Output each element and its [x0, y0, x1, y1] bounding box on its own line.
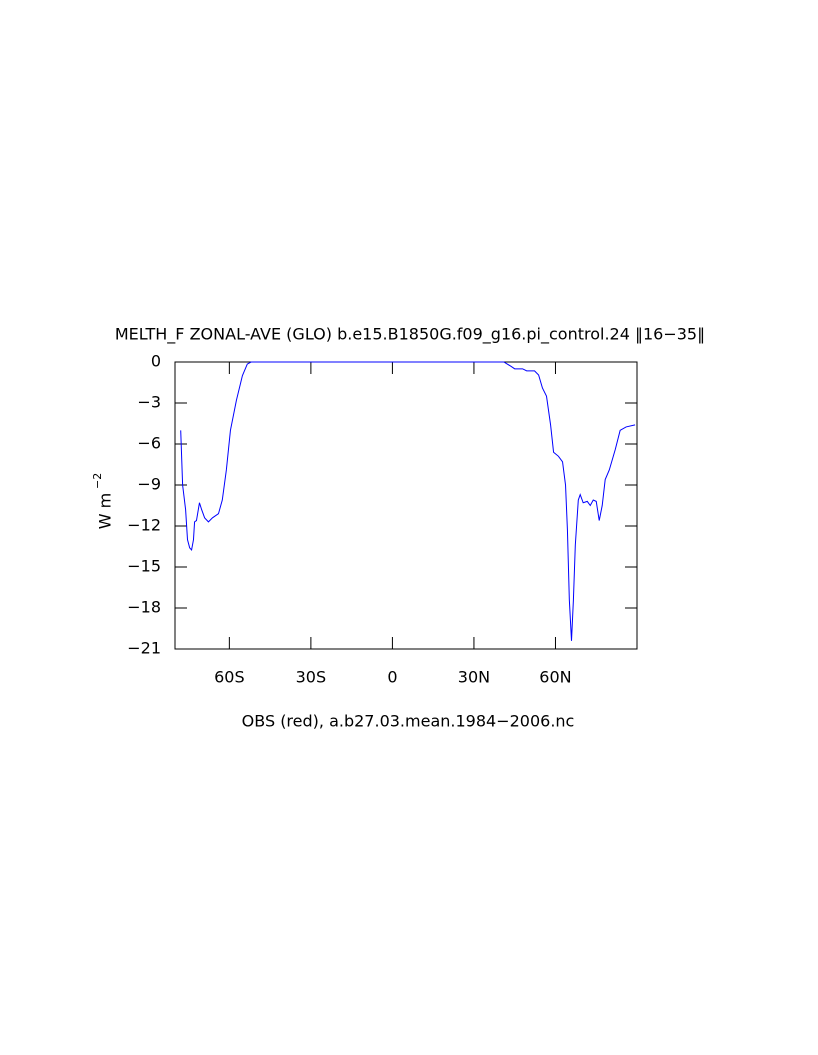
- y-axis-label-group: W m −2: [91, 473, 115, 529]
- x-tick-label: 0: [387, 668, 397, 687]
- y-tick-label: −15: [127, 557, 161, 576]
- x-axis-label: OBS (red), a.b27.03.mean.1984−2006.nc: [242, 712, 575, 731]
- y-axis-label-exponent: −2: [91, 473, 104, 489]
- y-tick-label: −21: [127, 639, 161, 658]
- y-tick-label: −9: [137, 475, 161, 494]
- chart-title: MELTH_F ZONAL-AVE (GLO) b.e15.B1850G.f09…: [115, 325, 705, 345]
- x-tick-label: 60S: [214, 668, 245, 687]
- x-tick-label: 30N: [458, 668, 490, 687]
- x-tick-label: 60N: [539, 668, 571, 687]
- x-tick-label: 30S: [296, 668, 327, 687]
- y-tick-label: −3: [137, 393, 161, 412]
- y-tick-label: −18: [127, 598, 161, 617]
- y-tick-label: −12: [127, 516, 161, 535]
- y-tick-label: −6: [137, 434, 161, 453]
- data-line: [180, 361, 636, 641]
- y-axis-label: W m: [96, 493, 115, 530]
- y-tick-label: 0: [151, 352, 161, 371]
